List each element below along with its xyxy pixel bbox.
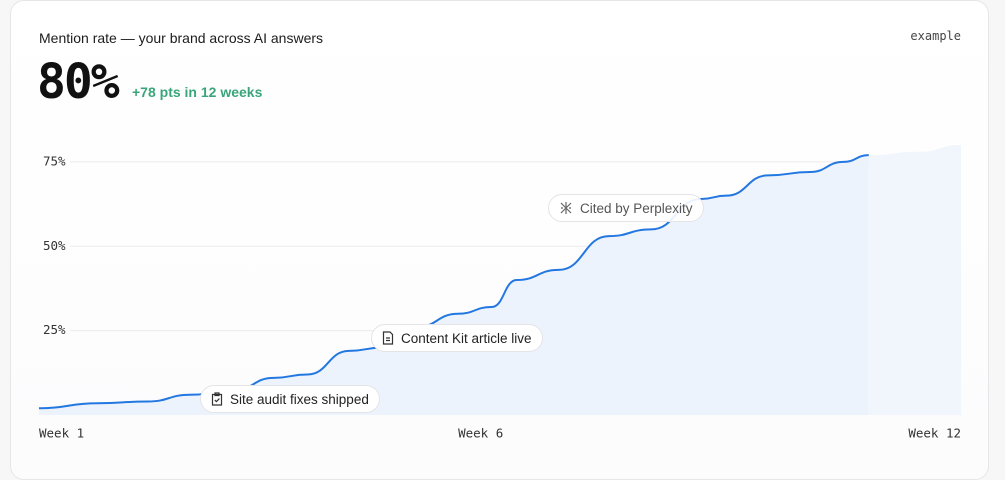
icon (560, 202, 572, 214)
chart-title: Mention rate — your brand across AI answ… (39, 30, 324, 46)
annotation-text: Content Kit article live (401, 330, 532, 346)
x-tick-label: Week 12 (908, 426, 961, 441)
annotation: Site audit fixes shipped (200, 385, 380, 413)
x-tick-label: Week 1 (39, 426, 84, 441)
annotation-text: Site audit fixes shipped (230, 391, 369, 407)
badge: example (910, 29, 961, 43)
annotation: Cited by Perplexity (548, 194, 704, 222)
annotation: Content Kit article live (371, 324, 543, 352)
chart: 25% 50% 75% Week 1 Week 6 Week 12 (38, 145, 961, 441)
area (39, 155, 869, 415)
y-tick-label: 50% (43, 238, 66, 253)
x-tick-label: Week 6 (458, 426, 503, 441)
icon (382, 331, 394, 345)
headline-value: 80% (37, 54, 120, 110)
icon (211, 392, 223, 406)
delta: +78 pts in 12 weeks (132, 84, 263, 100)
y-tick-label: 75% (43, 153, 66, 168)
area (868, 145, 961, 415)
page: {"chart_data": { "type": "line", "title"… (10, 0, 989, 480)
y-tick-label: 25% (43, 322, 66, 337)
annotation-text: Cited by Perplexity (580, 200, 693, 216)
